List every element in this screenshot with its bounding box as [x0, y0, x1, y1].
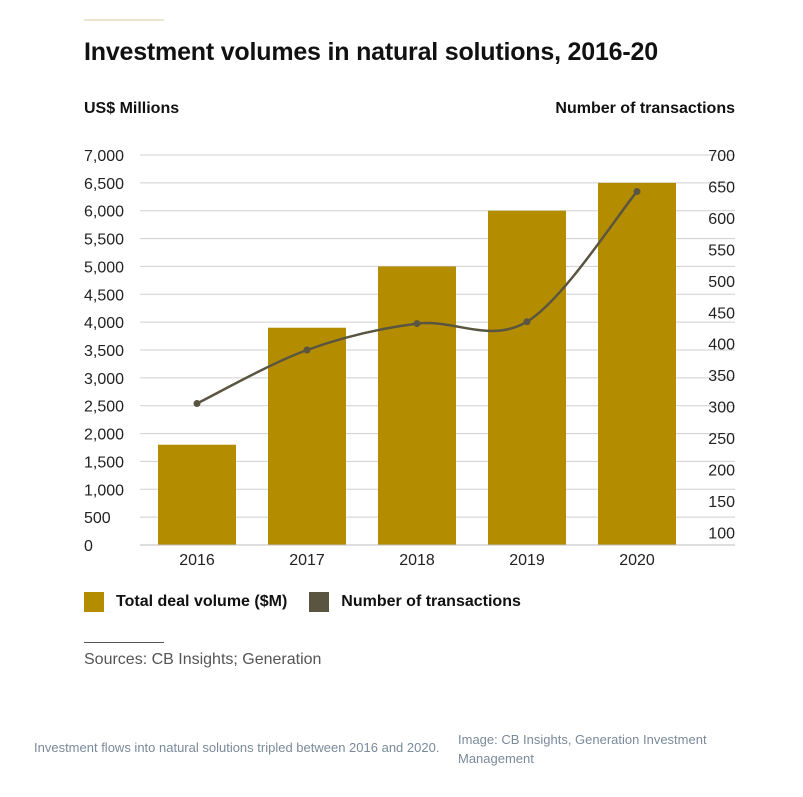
image-credit: Image: CB Insights, Generation Investmen…: [458, 732, 707, 766]
transactions-point-2019: [523, 318, 531, 326]
y-tick-label-left: 1,500: [84, 454, 124, 471]
x-tick-label: 2020: [619, 552, 655, 569]
y-tick-label-right: 400: [708, 337, 735, 354]
y-tick-label-left: 4,500: [84, 287, 124, 304]
y-tick-label-right: 550: [708, 242, 735, 259]
sources-rule: [84, 642, 164, 643]
legend-item-deal-volume: Total deal volume ($M): [84, 592, 287, 612]
legend-item-transactions: Number of transactions: [309, 592, 521, 612]
y-tick-label-right: 150: [708, 494, 735, 511]
y-tick-label-left: 2,500: [84, 399, 124, 416]
image-caption: Investment flows into natural solutions …: [34, 740, 440, 755]
y-tick-label-left: 4,000: [84, 315, 124, 332]
y-tick-label-left: 500: [84, 510, 111, 527]
x-tick-label: 2018: [399, 552, 435, 569]
x-tick-label: 2019: [509, 552, 545, 569]
chart-plot: 0 500 1,000 1,500 2,000 2,500 3,000 3,500 4,000 4…: [84, 148, 735, 569]
bar-2017: [268, 327, 346, 545]
bar-2020: [598, 182, 676, 545]
y-tick-label-left: 6,000: [84, 204, 124, 221]
y-tick-label-right: 350: [708, 368, 735, 385]
right-axis-title: Number of transactions: [555, 100, 735, 117]
y-tick-label-left: 7,000: [84, 148, 124, 165]
y-tick-label-left: 3,500: [84, 343, 124, 360]
x-tick-label: 2016: [179, 552, 215, 569]
y-tick-label-right: 100: [708, 525, 735, 542]
y-tick-label-left: 5,500: [84, 232, 124, 249]
top-accent-rule: [84, 19, 164, 21]
y-tick-label-left: 3,000: [84, 371, 124, 388]
y-tick-label-right: 600: [708, 211, 735, 228]
y-tick-label-left: 1,000: [84, 482, 124, 499]
transactions-point-2018: [413, 320, 421, 328]
transactions-line: [196, 190, 638, 405]
bar-2018: [378, 266, 456, 545]
legend-label-deal-volume: Total deal volume ($M): [116, 593, 288, 610]
transactions-point-2017: [303, 346, 311, 354]
y-tick-label-right: 300: [708, 400, 735, 417]
left-axis-title: US$ Millions: [84, 100, 180, 117]
transactions-point-2016: [193, 399, 201, 407]
y-tick-label-right: 450: [708, 305, 735, 322]
y-tick-label-right: 650: [708, 179, 735, 196]
y-tick-label-left: 6,500: [84, 176, 124, 193]
y-tick-label-left: 0: [84, 538, 93, 555]
y-tick-label-left: 2,000: [84, 427, 124, 444]
legend-swatch-transactions: [309, 592, 330, 612]
chart-title: Investment volumes in natural solutions,…: [84, 38, 658, 66]
bar-2019: [488, 210, 566, 545]
y-tick-label-left: 5,000: [84, 259, 124, 276]
y-tick-label-right: 500: [708, 274, 735, 291]
chart-card: Investment volumes in natural solutions,…: [84, 19, 736, 668]
sources-text: Sources: CB Insights; Generation: [84, 651, 322, 668]
x-tick-label: 2017: [289, 552, 325, 569]
bar-2016: [158, 444, 236, 545]
legend-swatch-deal-volume: [84, 592, 104, 612]
y-tick-label-right: 700: [708, 148, 735, 165]
legend-label-transactions: Number of transactions: [341, 593, 521, 610]
legend: Total deal volume ($M) Number of transac…: [84, 592, 543, 612]
transactions-point-2020: [633, 187, 641, 195]
y-tick-label-right: 200: [708, 463, 735, 480]
y-tick-label-right: 250: [708, 431, 735, 448]
